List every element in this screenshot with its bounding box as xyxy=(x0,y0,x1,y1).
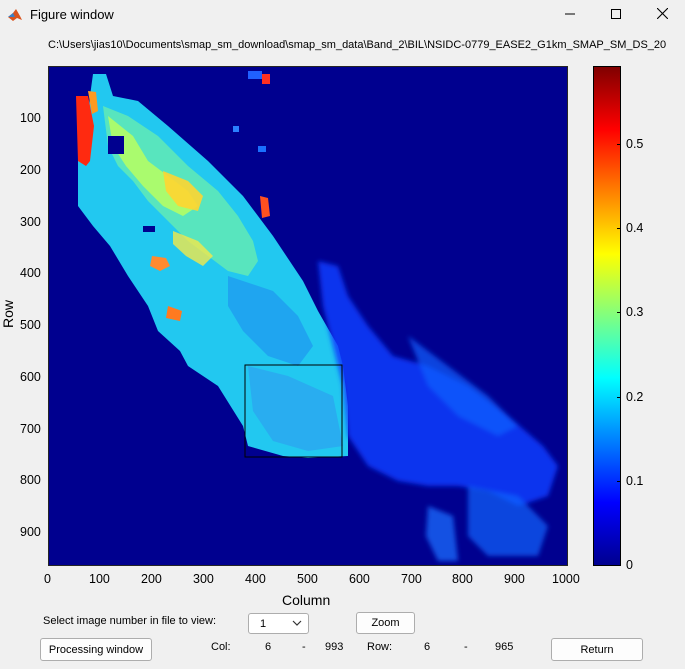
colorbar-tick-mark xyxy=(617,481,621,482)
x-tick-label: 200 xyxy=(141,572,162,586)
colorbar-tick-mark xyxy=(617,228,621,229)
y-tick-label: 200 xyxy=(20,163,41,177)
select-image-label: Select image number in file to view: xyxy=(43,615,217,627)
x-tick-label: 300 xyxy=(193,572,214,586)
x-tick-label: 500 xyxy=(297,572,318,586)
window-title: Figure window xyxy=(30,7,114,22)
row-label: Row: xyxy=(367,641,393,653)
colorbar xyxy=(593,66,621,566)
minimize-button[interactable] xyxy=(547,0,593,30)
processing-window-button[interactable]: Processing window xyxy=(40,638,152,661)
land-moisture-region xyxy=(76,74,348,458)
x-tick-label: 900 xyxy=(504,572,525,586)
colorbar-tick-label: 0 xyxy=(626,558,633,572)
image-number-select[interactable]: 1 xyxy=(248,613,309,634)
northern-patches xyxy=(108,71,270,232)
y-tick-label: 500 xyxy=(20,318,41,332)
col-min-value: 6 xyxy=(265,641,272,653)
title-bar: Figure window xyxy=(0,0,685,30)
chevron-down-icon xyxy=(290,616,304,630)
colorbar-tick-mark xyxy=(617,144,621,145)
x-tick-label: 400 xyxy=(245,572,266,586)
colorbar-tick-mark xyxy=(617,565,621,566)
y-axis-label: Row xyxy=(0,299,17,329)
x-tick-label: 1000 xyxy=(552,572,580,586)
x-tick-label: 700 xyxy=(401,572,422,586)
colorbar-tick-label: 0.3 xyxy=(626,305,644,319)
x-tick-label: 100 xyxy=(89,572,110,586)
y-tick-label: 600 xyxy=(20,370,41,384)
image-number-value: 1 xyxy=(260,618,267,630)
y-tick-label: 700 xyxy=(20,422,41,436)
colorbar-tick-mark xyxy=(617,312,621,313)
soil-moisture-heatmap[interactable] xyxy=(48,66,568,566)
close-icon xyxy=(656,6,668,24)
selection-rectangle[interactable] xyxy=(244,364,343,458)
return-button[interactable]: Return xyxy=(551,638,643,661)
y-tick-label: 300 xyxy=(20,215,41,229)
colorbar-tick-mark xyxy=(617,397,621,398)
close-button[interactable] xyxy=(639,0,685,30)
zoom-button[interactable]: Zoom xyxy=(356,612,415,634)
y-tick-label: 900 xyxy=(20,525,41,539)
x-tick-label: 800 xyxy=(452,572,473,586)
minimize-icon xyxy=(565,6,575,24)
colorbar-tick-label: 0.5 xyxy=(626,137,644,151)
colorbar-tick-label: 0.2 xyxy=(626,390,644,404)
col-max-value: 993 xyxy=(325,641,344,653)
row-range-dash: - xyxy=(464,641,468,653)
colorbar-tick-label: 0.1 xyxy=(626,474,644,488)
x-tick-label: 0 xyxy=(44,572,51,586)
y-tick-label: 100 xyxy=(20,111,41,125)
x-axis-label: Column xyxy=(282,592,331,608)
maximize-icon xyxy=(611,6,621,24)
x-tick-label: 600 xyxy=(349,572,370,586)
figure-path-title: C:\Users\jias10\Documents\smap_sm_downlo… xyxy=(48,39,667,51)
eastern-moisture-region xyxy=(318,261,558,561)
matlab-app-icon xyxy=(7,7,23,23)
y-tick-label: 800 xyxy=(20,473,41,487)
plot-frame xyxy=(48,66,568,566)
col-range-dash: - xyxy=(302,641,306,653)
colorbar-tick-label: 0.4 xyxy=(626,221,644,235)
y-tick-label: 400 xyxy=(20,266,41,280)
col-label: Col: xyxy=(211,641,231,653)
row-min-value: 6 xyxy=(424,641,431,653)
maximize-button[interactable] xyxy=(593,0,639,30)
row-max-value: 965 xyxy=(495,641,514,653)
